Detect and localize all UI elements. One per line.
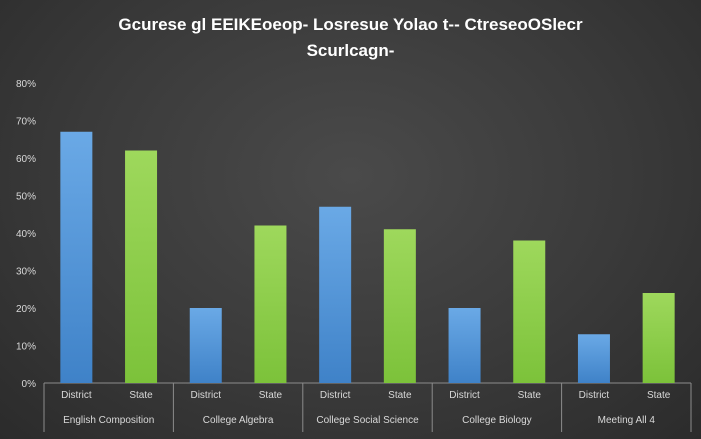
category-label: State [129, 390, 153, 401]
category-label: State [518, 390, 542, 401]
category-label: State [647, 390, 671, 401]
bar-district [189, 308, 222, 383]
y-tick-label: 50% [16, 192, 36, 203]
category-label: District [449, 390, 480, 401]
category-label: District [579, 390, 610, 401]
bar-state [383, 229, 416, 383]
category-label: State [259, 390, 283, 401]
group-label: English Composition [63, 415, 154, 426]
y-tick-label: 0% [22, 379, 37, 390]
y-tick-label: 60% [16, 154, 36, 165]
y-tick-label: 70% [16, 117, 36, 128]
bar-district [448, 308, 481, 383]
group-label: College Biology [462, 415, 532, 426]
bar-state [125, 150, 158, 383]
chart-title: Gcurese gl EEIKEoeop- Losresue Yolao t--… [0, 12, 701, 64]
group-label: College Social Science [316, 415, 419, 426]
y-tick-label: 80% [16, 79, 36, 90]
chart-title-line-2: Scurlcagn- [306, 41, 395, 60]
bar-district [60, 131, 93, 383]
bar-district [577, 334, 610, 383]
group-label: College Algebra [203, 415, 274, 426]
category-label: District [61, 390, 92, 401]
category-label: District [190, 390, 221, 401]
group-label: Meeting All 4 [598, 415, 656, 426]
y-tick-label: 10% [16, 342, 36, 353]
y-tick-label: 20% [16, 304, 36, 315]
bar-state [513, 240, 546, 383]
y-tick-label: 40% [16, 229, 36, 240]
bar-state [642, 293, 675, 383]
y-tick-label: 30% [16, 267, 36, 278]
bar-state [254, 225, 287, 383]
chart-title-line-1: Gcurese gl EEIKEoeop- Losresue Yolao t--… [118, 15, 583, 34]
bar-district [319, 206, 352, 383]
category-label: State [388, 390, 412, 401]
category-label: District [320, 390, 351, 401]
